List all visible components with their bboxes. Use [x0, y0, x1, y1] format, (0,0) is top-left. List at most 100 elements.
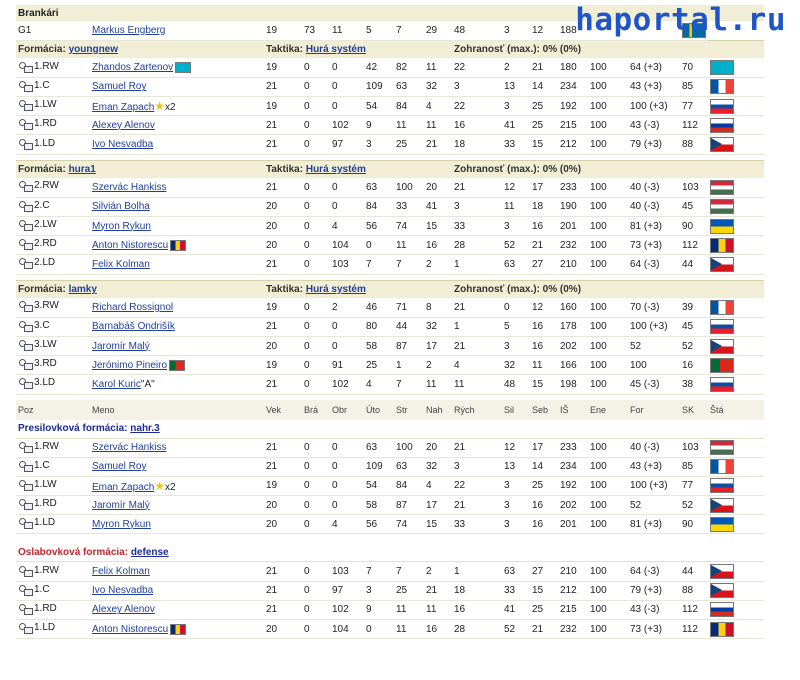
formation-name-link[interactable]: hura1 [68, 163, 96, 175]
stat-str: 63 [396, 81, 408, 93]
player-name-link[interactable]: Karol Kuric [92, 378, 141, 390]
player-name-link[interactable]: Felix Kolman [92, 566, 150, 578]
player-row: 3.LD Karol Kuric"A" 21 0 102 4 7 11 11 48 15 198 100… [16, 374, 765, 395]
stat-is: 192 [560, 100, 577, 112]
stat-obr: 0 [332, 321, 338, 333]
stat-sk: 44 [682, 566, 694, 578]
player-position-icon[interactable] [18, 200, 33, 212]
player-name-link[interactable]: Szervác Hankiss [92, 442, 167, 454]
player-name-link[interactable]: Myron Rykun [92, 220, 151, 232]
player-position-icon[interactable] [18, 479, 33, 491]
player-position-icon[interactable] [18, 498, 33, 511]
position-label: 1.C [34, 79, 50, 91]
player-position-icon[interactable] [18, 460, 33, 472]
player-name-link[interactable]: Eman Zapach [92, 481, 155, 493]
tactic-name-link[interactable]: Hurá systém [305, 163, 366, 175]
position-label: 3.RD [34, 358, 57, 370]
stat-uto: 63 [366, 181, 378, 193]
position-label: 2.RD [34, 238, 57, 250]
player-name-link[interactable]: Felix Kolman [92, 258, 150, 270]
stat-for: 43 (+3) [630, 461, 662, 473]
spacer [16, 154, 765, 161]
tactic-name-link[interactable]: Hurá systém [305, 283, 366, 295]
stat-seb: 17 [532, 442, 544, 454]
player-position-icon[interactable] [18, 603, 33, 615]
player-position-icon[interactable] [18, 377, 33, 390]
stat-nah: 16 [426, 623, 438, 635]
stat-for: 79 (+3) [630, 585, 662, 597]
stat-uto: 9 [366, 604, 372, 616]
special-formation-link[interactable]: nahr.3 [130, 423, 160, 435]
player-name-link[interactable]: Eman Zapach [92, 102, 155, 114]
stat-vek: 20 [266, 518, 278, 530]
stat-rych: 21 [454, 442, 466, 454]
stat-ene: 100 [590, 378, 607, 390]
goalie-name-link[interactable]: Markus Engberg [92, 24, 166, 36]
formation-header: Formácia: youngnew Taktika: Hurá systém Zo… [16, 39, 765, 59]
chemistry-label: Zohranosť (max.): 0% (0%) [454, 43, 582, 55]
stat-bra: 0 [304, 442, 310, 454]
player-name-link[interactable]: Ivo Nesvadba [92, 585, 154, 597]
player-name-link[interactable]: Zhandos Zartenov [92, 62, 174, 74]
player-name-link[interactable]: Anton Nistorescu [92, 239, 169, 251]
player-position-icon[interactable] [18, 358, 33, 371]
goalie-section-label: Brankári [18, 7, 59, 19]
player-name-link[interactable]: Alexey Alenov [92, 604, 155, 616]
player-position-icon[interactable] [18, 441, 33, 453]
player-position-icon[interactable] [18, 622, 33, 635]
player-name-link[interactable]: Alexey Alenov [92, 119, 155, 131]
player-position-icon[interactable] [18, 118, 33, 131]
stat-str: 11 [396, 119, 407, 131]
player-name-link[interactable]: Myron Rykun [92, 518, 151, 530]
player-name-link[interactable]: Samuel Roy [92, 81, 147, 93]
formation-name-link[interactable]: lamky [68, 283, 97, 295]
stat-sil: 11 [504, 201, 515, 213]
player-position-icon[interactable] [18, 138, 33, 150]
player-position-icon[interactable] [18, 180, 33, 193]
player-position-icon[interactable] [18, 80, 33, 92]
player-position-icon[interactable] [18, 257, 33, 270]
player-name-link[interactable]: Ivo Nesvadba [92, 139, 154, 151]
player-name-link[interactable]: Anton Nistorescu [92, 623, 169, 635]
goalie-stat: 73 [304, 24, 316, 36]
player-position-icon[interactable] [18, 300, 33, 313]
formation-name-link[interactable]: youngnew [68, 43, 119, 55]
player-name-link[interactable]: Silvián Bolha [92, 201, 150, 213]
stat-is: 232 [560, 239, 577, 251]
player-position-icon[interactable] [18, 339, 33, 352]
player-position-icon[interactable] [18, 584, 33, 596]
player-name-link[interactable]: Jerónimo Pineiro [92, 359, 168, 371]
stat-sil: 13 [504, 461, 516, 473]
special-formation-link[interactable]: defense [130, 547, 169, 559]
player-name-link[interactable]: Szervác Hankiss [92, 181, 167, 193]
player-position-icon[interactable] [18, 320, 33, 332]
player-position-icon[interactable] [18, 238, 33, 251]
tactic-label: Taktika: [266, 283, 304, 295]
stat-seb: 11 [532, 359, 543, 371]
tactic-name-link[interactable]: Hurá systém [305, 43, 366, 55]
player-note: x2 [165, 481, 176, 493]
player-row: 1.LD Anton Nistorescu 20 0 104 0 11 16 28 52 21 232… [16, 619, 765, 640]
stat-ene: 100 [590, 81, 607, 93]
stat-ene: 100 [590, 201, 607, 213]
player-position-icon[interactable] [18, 565, 33, 577]
player-position-icon[interactable] [18, 99, 33, 112]
stat-uto: 109 [366, 81, 383, 93]
player-position-icon[interactable] [18, 219, 33, 232]
stat-nah: 11 [426, 119, 437, 131]
player-name-link[interactable]: Richard Rossignol [92, 301, 174, 313]
flag-icon [710, 459, 734, 475]
player-name-link[interactable]: Jaromír Malý [92, 499, 150, 511]
goalie-stat: 5 [366, 24, 372, 36]
stat-bra: 0 [304, 340, 310, 352]
player-name-link[interactable]: Jaromír Malý [92, 340, 150, 352]
player-name-link[interactable]: Barnabáš Ondrišík [92, 321, 175, 333]
stat-is: 234 [560, 81, 577, 93]
goalie-stat: 12 [532, 24, 544, 36]
player-name-link[interactable]: Samuel Roy [92, 461, 147, 473]
player-position-icon[interactable] [18, 61, 33, 73]
flag-icon [710, 376, 734, 392]
player-position-icon[interactable] [18, 517, 33, 530]
stat-str: 44 [396, 321, 408, 333]
stat-uto: 54 [366, 480, 378, 492]
